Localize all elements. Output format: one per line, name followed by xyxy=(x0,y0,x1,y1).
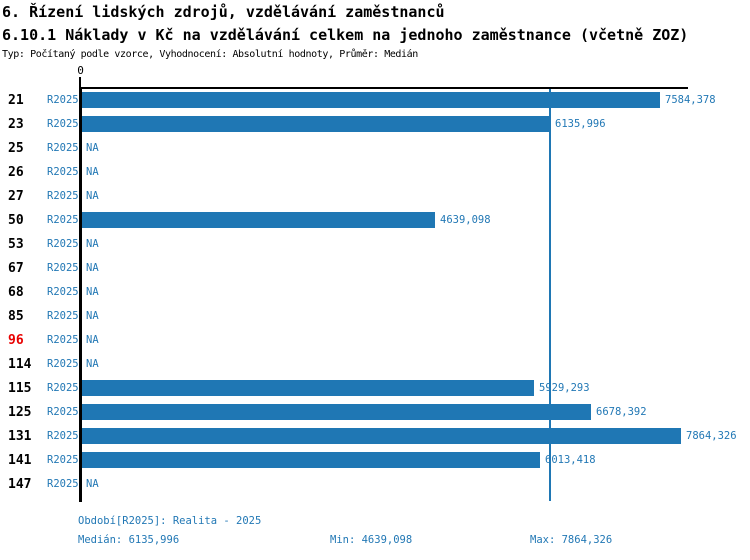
bar xyxy=(82,428,681,444)
row-series-label: R2025 xyxy=(47,334,79,346)
row-id-label: 67 xyxy=(8,261,24,276)
na-label: NA xyxy=(86,166,99,178)
row-series-label: R2025 xyxy=(47,214,79,226)
row-id-label: 50 xyxy=(8,213,24,228)
x-axis-line xyxy=(79,87,688,89)
bar-value-label: 7584,378 xyxy=(665,94,716,106)
bar xyxy=(82,212,435,228)
report-section-title: 6. Řízení lidských zdrojů, vzdělávání za… xyxy=(2,3,445,21)
y-axis-line xyxy=(79,87,82,502)
x-axis-zero-label: 0 xyxy=(77,64,84,77)
footer-median: Medián: 6135,996 xyxy=(78,534,180,546)
bar xyxy=(82,116,550,132)
indicator-title: 6.10.1 Náklady v Kč na vzdělávání celkem… xyxy=(2,26,689,44)
na-label: NA xyxy=(86,358,99,370)
footer-max: Max: 7864,326 xyxy=(530,534,613,546)
row-series-label: R2025 xyxy=(47,454,79,466)
row-id-label: 125 xyxy=(8,405,32,420)
row-series-label: R2025 xyxy=(47,142,79,154)
row-id-label: 25 xyxy=(8,141,24,156)
bar xyxy=(82,92,660,108)
row-id-label: 23 xyxy=(8,117,24,132)
row-series-label: R2025 xyxy=(47,190,79,202)
row-series-label: R2025 xyxy=(47,430,79,442)
row-id-label: 114 xyxy=(8,357,32,372)
row-id-label: 141 xyxy=(8,453,32,468)
na-label: NA xyxy=(86,310,99,322)
row-id-label: 131 xyxy=(8,429,32,444)
na-label: NA xyxy=(86,334,99,346)
na-label: NA xyxy=(86,238,99,250)
bar-value-label: 6678,392 xyxy=(596,406,647,418)
row-id-label: 27 xyxy=(8,189,24,204)
row-series-label: R2025 xyxy=(47,310,79,322)
row-series-label: R2025 xyxy=(47,238,79,250)
row-id-label: 85 xyxy=(8,309,24,324)
row-id-label: 115 xyxy=(8,381,32,396)
row-series-label: R2025 xyxy=(47,286,79,298)
row-series-label: R2025 xyxy=(47,406,79,418)
bar-value-label: 6013,418 xyxy=(545,454,596,466)
bar-value-label: 5929,293 xyxy=(539,382,590,394)
chart-subtitle: Typ: Počítaný podle vzorce, Vyhodnocení:… xyxy=(2,49,418,60)
row-id-label: 53 xyxy=(8,237,24,252)
na-label: NA xyxy=(86,262,99,274)
row-series-label: R2025 xyxy=(47,94,79,106)
row-series-label: R2025 xyxy=(47,358,79,370)
row-series-label: R2025 xyxy=(47,262,79,274)
bar-value-label: 6135,996 xyxy=(555,118,606,130)
na-label: NA xyxy=(86,190,99,202)
na-label: NA xyxy=(86,478,99,490)
na-label: NA xyxy=(86,142,99,154)
row-id-label: 96 xyxy=(8,333,24,348)
row-series-label: R2025 xyxy=(47,166,79,178)
median-line xyxy=(549,89,551,501)
footer-period: Období[R2025]: Realita - 2025 xyxy=(78,515,262,527)
row-series-label: R2025 xyxy=(47,118,79,130)
bar xyxy=(82,452,540,468)
row-series-label: R2025 xyxy=(47,478,79,490)
bar-value-label: 4639,098 xyxy=(440,214,491,226)
x-axis-zero-tick xyxy=(79,77,81,88)
bar-value-label: 7864,326 xyxy=(686,430,737,442)
row-series-label: R2025 xyxy=(47,382,79,394)
row-id-label: 26 xyxy=(8,165,24,180)
row-id-label: 147 xyxy=(8,477,32,492)
bar xyxy=(82,380,534,396)
bar xyxy=(82,404,591,420)
row-id-label: 68 xyxy=(8,285,24,300)
na-label: NA xyxy=(86,286,99,298)
row-id-label: 21 xyxy=(8,93,24,108)
footer-min: Min: 4639,098 xyxy=(330,534,413,546)
